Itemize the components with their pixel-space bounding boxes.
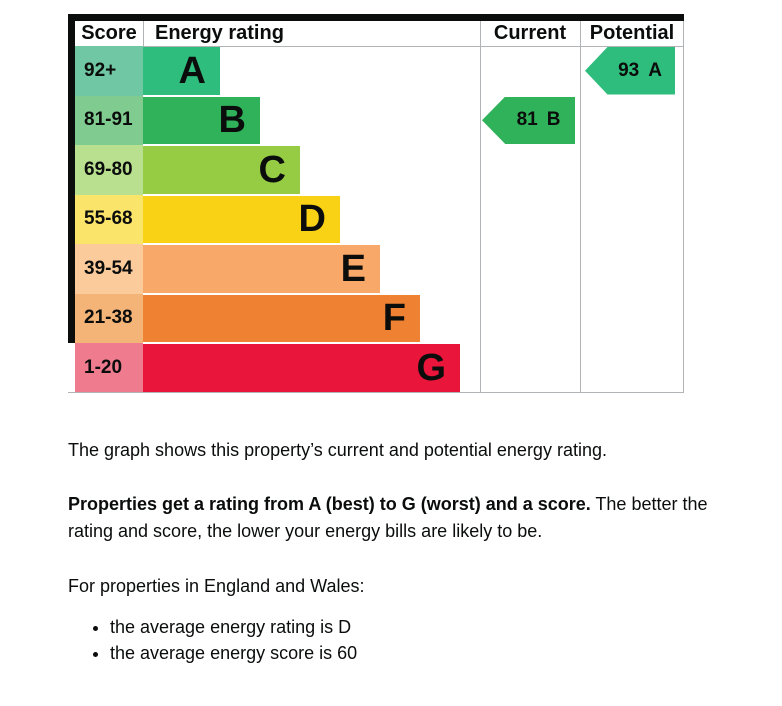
regions-heading: For properties in England and Wales: [68, 576, 365, 596]
epc-band-row: 92+ A [68, 46, 684, 96]
epc-band-row: 39-54 E [68, 244, 684, 294]
potential-rating-arrow: 93 A [585, 47, 675, 95]
average-score-item: the average energy score is 60 [110, 640, 728, 666]
rating-explanation-text: Properties get a rating from A (best) to… [68, 491, 728, 545]
band-bar: B [143, 96, 260, 144]
band-score-range: 1-20 [75, 343, 143, 393]
current-rating-letter: B [546, 109, 561, 131]
rating-explanation-lead: Properties get a rating from A (best) to… [68, 494, 591, 514]
band-bar: G [143, 344, 460, 392]
chart-header-row: Score Energy rating Current Potential [75, 21, 684, 46]
averages-list: the average energy rating is D the avera… [68, 614, 728, 666]
potential-rating-score: 93 [618, 59, 640, 81]
graph-intro-text: The graph shows this property’s current … [68, 440, 607, 460]
band-letter: F [382, 297, 406, 340]
band-rows: 92+ A 81-91 B 69-80 C 55-68 D 39-54 E 21… [68, 46, 684, 393]
band-bar: E [143, 245, 380, 293]
band-letter: E [340, 247, 366, 290]
band-score-range: 39-54 [75, 244, 143, 294]
explanatory-text: The graph shows this property’s current … [68, 437, 728, 666]
grid-line-score [143, 21, 144, 46]
column-header-energy-rating: Energy rating [155, 22, 284, 44]
epc-band-row: 81-91 B [68, 95, 684, 145]
band-letter: A [178, 49, 206, 92]
epc-band-row: 1-20 G [68, 343, 684, 393]
energy-rating-chart: Score Energy rating Current Potential 92… [68, 14, 684, 393]
band-letter: C [258, 148, 286, 191]
band-score-range: 81-91 [75, 95, 143, 145]
column-header-score: Score [81, 22, 137, 44]
average-rating-item: the average energy rating is D [110, 614, 728, 640]
current-rating-score: 81 [516, 109, 538, 131]
potential-rating-letter: A [648, 59, 662, 81]
chart-left-border [68, 14, 75, 343]
band-bar: A [143, 47, 220, 95]
band-letter: G [416, 346, 446, 389]
band-letter: B [218, 99, 246, 142]
column-header-potential: Potential [589, 22, 675, 44]
epc-band-row: 55-68 D [68, 194, 684, 244]
grid-line-current [480, 21, 481, 393]
epc-band-row: 69-80 C [68, 145, 684, 195]
band-score-range: 21-38 [75, 293, 143, 343]
band-letter: D [298, 198, 326, 241]
grid-line-potential [580, 21, 581, 393]
column-header-current: Current [493, 22, 567, 44]
band-bar: D [143, 195, 340, 243]
grid-line-bottom [68, 392, 684, 393]
rating-explanation-rest: The better the rating and score, the low… [68, 494, 708, 541]
chart-top-border [68, 14, 684, 21]
band-score-range: 55-68 [75, 194, 143, 244]
epc-band-row: 21-38 F [68, 293, 684, 343]
grid-line-right-edge [683, 21, 684, 393]
band-bar: F [143, 294, 420, 342]
header-underline [75, 46, 684, 47]
band-score-range: 92+ [75, 46, 143, 96]
band-score-range: 69-80 [75, 145, 143, 195]
band-bar: C [143, 146, 300, 194]
